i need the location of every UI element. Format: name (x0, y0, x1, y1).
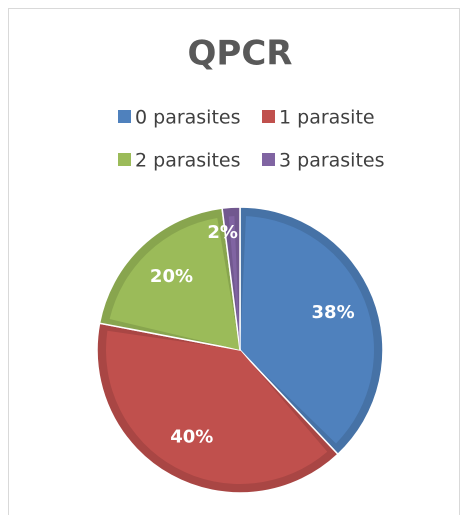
chart-title: QPCR (188, 34, 293, 74)
pie-slice-face (228, 216, 240, 350)
data-label: 40% (170, 427, 213, 448)
pie-slice-face (109, 217, 240, 350)
legend-swatch (262, 153, 275, 166)
legend-swatch (118, 153, 131, 166)
pie-slice-face (106, 330, 328, 484)
legend-label: 3 parasites (279, 150, 385, 172)
legend-swatch (262, 110, 275, 123)
legend-swatch (118, 110, 131, 123)
legend-label: 2 parasites (135, 150, 241, 172)
data-label: 2% (207, 222, 238, 243)
pie-slice-face (240, 216, 374, 444)
pie-slice (221, 206, 241, 351)
data-label: 20% (150, 266, 193, 287)
data-label: 38% (312, 302, 355, 323)
legend-label: 1 parasite (279, 107, 375, 129)
legend-label: 0 parasites (135, 107, 241, 129)
